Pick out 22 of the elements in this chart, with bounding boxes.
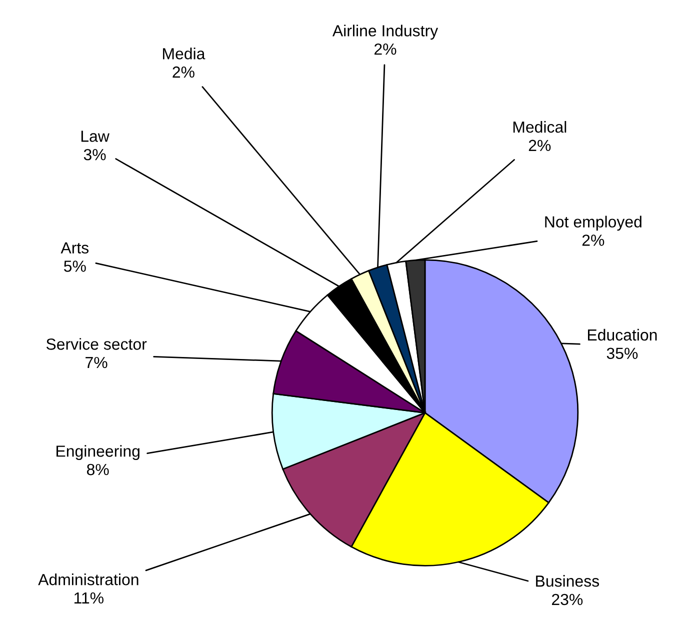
- data-label: 3%: [84, 148, 106, 160]
- data-label: 5%: [64, 260, 86, 272]
- data-label: 35%: [606, 348, 638, 360]
- slice-label: Medical: [513, 121, 566, 133]
- slice-label: Arts: [60, 242, 89, 254]
- data-label: 7%: [86, 356, 108, 368]
- slice-label: Education: [588, 328, 657, 341]
- slice-label: Business: [536, 575, 599, 587]
- data-label: 2%: [528, 140, 551, 152]
- data-label: 23%: [552, 594, 583, 606]
- data-label: 8%: [86, 464, 109, 476]
- data-label: 11%: [74, 592, 104, 604]
- slice-label: Media: [163, 48, 206, 60]
- data-label: 2%: [374, 43, 396, 55]
- slice-label: Administration: [38, 574, 138, 586]
- slice-label: Service sector: [46, 338, 147, 350]
- slice-label: Airline Industry: [332, 24, 438, 40]
- slice-label: Law: [81, 130, 110, 142]
- data-label: 2%: [172, 66, 194, 78]
- slice-label: Not employed: [545, 216, 642, 231]
- data-label: 2%: [582, 234, 604, 246]
- slice-label: Engineering: [56, 445, 140, 460]
